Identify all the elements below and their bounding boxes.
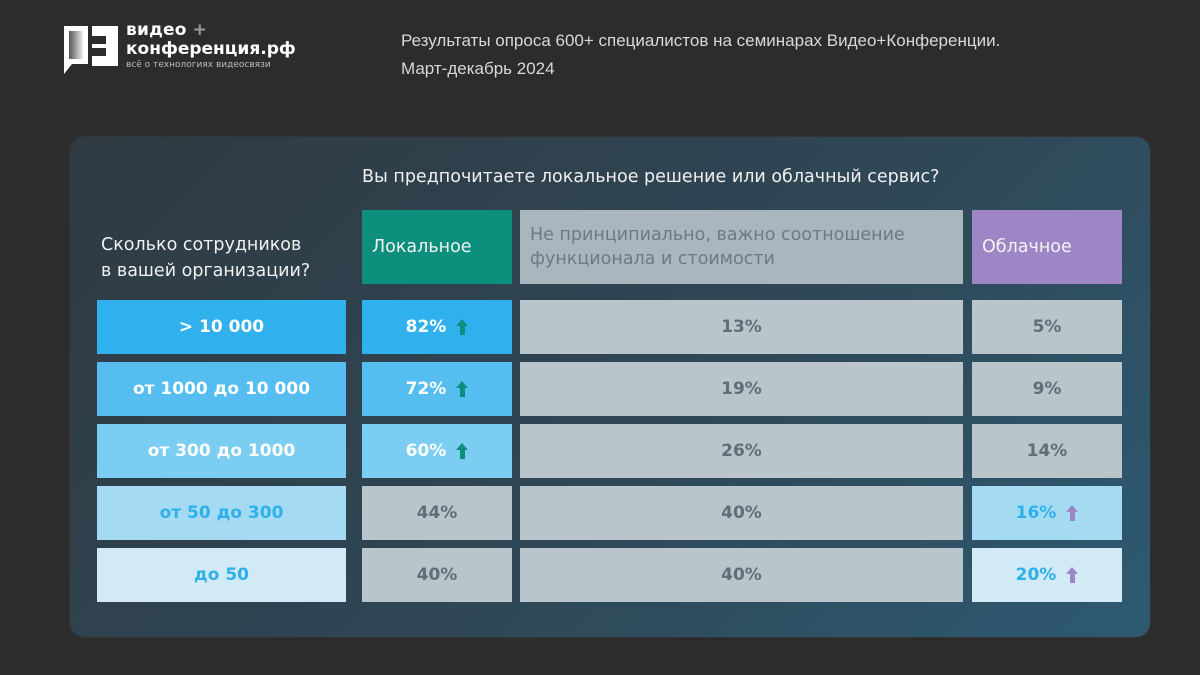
cell-value: 20%: [1015, 565, 1057, 585]
cell-neutral: 40%: [520, 486, 963, 540]
row-label: от 50 до 300: [97, 486, 346, 540]
column-header-neutral: Не принципиально, важно соотношение функ…: [520, 210, 963, 284]
row-question-line1: Сколько сотрудников: [101, 235, 302, 255]
row-label: до 50: [97, 548, 346, 602]
cell-value: 40%: [721, 503, 762, 523]
cell-value: 13%: [721, 317, 762, 337]
cell-cloud: 9%: [972, 362, 1122, 416]
column-header-neutral-line1: Не принципиально, важно соотношение: [530, 225, 905, 245]
column-header-local: Локальное: [362, 210, 512, 284]
logo: видео + конференция.рф всё о технологиях …: [62, 22, 296, 78]
cell-cloud: 5%: [972, 300, 1122, 354]
cell-cloud: 14%: [972, 424, 1122, 478]
cell-value: до 50: [194, 565, 249, 585]
cell-cloud: 16%: [972, 486, 1122, 540]
cell-value: от 300 до 1000: [147, 441, 296, 461]
row-label: > 10 000: [97, 300, 346, 354]
logo-mark-icon: [64, 26, 118, 74]
cell-value: > 10 000: [178, 317, 265, 337]
up-arrow-icon: [1066, 505, 1079, 521]
cell-value: 5%: [1032, 317, 1062, 337]
cell-local: 40%: [362, 548, 512, 602]
cell-value: 26%: [721, 441, 762, 461]
cell-value: 82%: [405, 317, 447, 337]
survey-caption: Результаты опроса 600+ специалистов на с…: [401, 27, 1000, 83]
cell-neutral: 40%: [520, 548, 963, 602]
cell-value: 19%: [721, 379, 762, 399]
row-label: от 300 до 1000: [97, 424, 346, 478]
cell-local: 82%: [362, 300, 512, 354]
row-label: от 1000 до 10 000: [97, 362, 346, 416]
up-arrow-icon: [456, 381, 469, 397]
cell-value: от 50 до 300: [159, 503, 284, 523]
cell-value: 9%: [1032, 379, 1062, 399]
cell-value: 72%: [405, 379, 447, 399]
cell-local: 72%: [362, 362, 512, 416]
cell-value: 40%: [721, 565, 762, 585]
cell-value: 40%: [416, 565, 458, 585]
survey-caption-line1: Результаты опроса 600+ специалистов на с…: [401, 31, 1001, 50]
up-arrow-icon: [456, 443, 469, 459]
logo-plus: +: [192, 20, 208, 40]
cell-value: 44%: [416, 503, 458, 523]
cell-value: 60%: [405, 441, 447, 461]
cell-neutral: 13%: [520, 300, 963, 354]
cell-value: 14%: [1026, 441, 1068, 461]
survey-caption-line2: Март-декабрь 2024: [401, 59, 555, 78]
column-header-cloud: Облачное: [972, 210, 1122, 284]
row-question: Сколько сотрудников в вашей организации?: [101, 232, 310, 284]
cell-value: от 1000 до 10 000: [132, 379, 311, 399]
cell-neutral: 26%: [520, 424, 963, 478]
logo-domain: конференция.рф: [126, 39, 296, 59]
logo-tagline: всё о технологиях видеосвязи: [126, 60, 271, 70]
logo-word-video: видео: [126, 20, 187, 40]
cell-value: 16%: [1015, 503, 1057, 523]
cell-neutral: 19%: [520, 362, 963, 416]
cell-cloud: 20%: [972, 548, 1122, 602]
row-question-line2: в вашей организации?: [101, 261, 311, 281]
question-title: Вы предпочитаете локальное решение или о…: [362, 167, 940, 187]
cell-local: 44%: [362, 486, 512, 540]
cell-local: 60%: [362, 424, 512, 478]
up-arrow-icon: [1066, 567, 1079, 583]
up-arrow-icon: [456, 319, 469, 335]
column-header-neutral-line2: функционала и стоимости: [530, 249, 775, 269]
